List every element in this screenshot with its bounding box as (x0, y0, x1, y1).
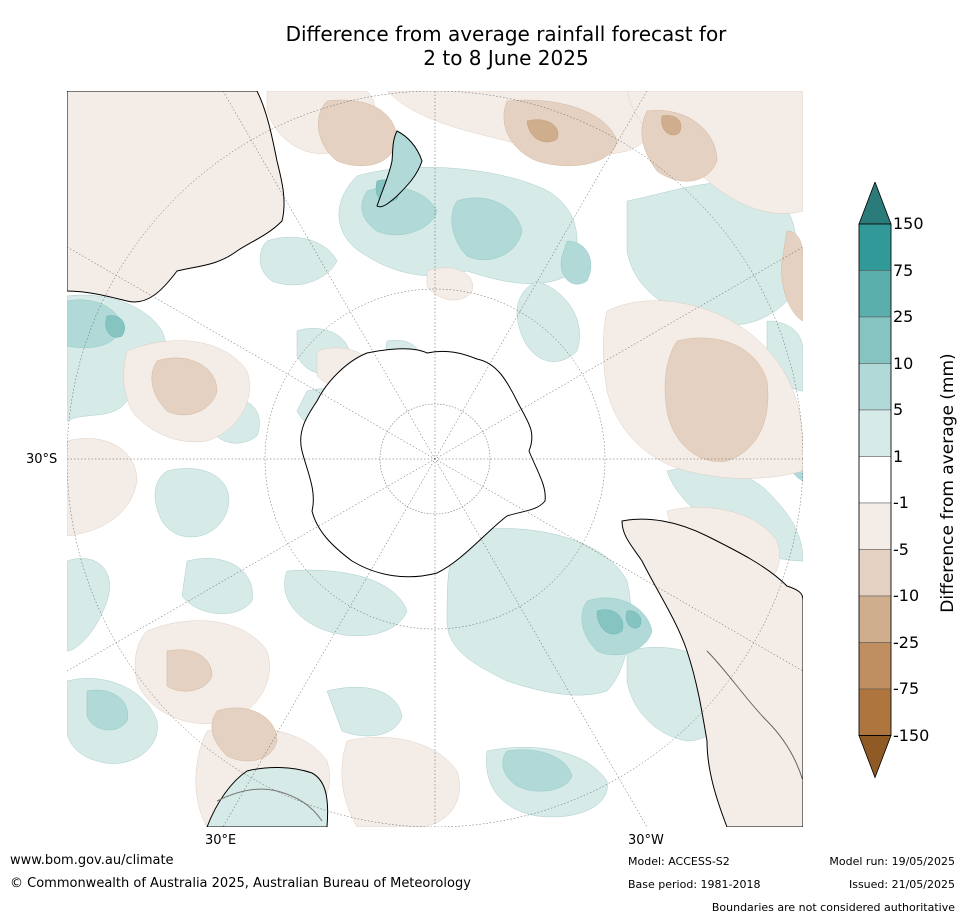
colorbar (858, 180, 892, 786)
antarctica-coastline (300, 348, 546, 578)
colorbar-tick-label: -1 (893, 493, 909, 512)
colorbar-extend-top (858, 180, 892, 225)
map-title: Difference from average rainfall forecas… (0, 22, 965, 70)
colorbar-tick-label: 5 (893, 400, 904, 419)
colorbar-tick-label: -75 (893, 679, 920, 698)
graticule (67, 91, 803, 827)
colorbar-segment (858, 223, 892, 271)
colorbar-tick-label: 150 (893, 214, 924, 233)
lon-label-30e: 30°E (205, 833, 237, 848)
colorbar-segment (858, 688, 892, 736)
colorbar-tick-label: 10 (893, 353, 914, 373)
colorbar-segment (858, 456, 892, 504)
colorbar-segment (858, 502, 892, 550)
new-zealand-coastline (376, 130, 423, 208)
colorbar-segment (858, 642, 892, 690)
title-line-2: 2 to 8 June 2025 (423, 46, 589, 70)
colorbar-tick-label: -25 (893, 632, 920, 652)
colorbar-segment (858, 549, 892, 597)
issued-text: Issued: 21/05/2025 (848, 878, 955, 891)
south-america-coastline (621, 518, 803, 827)
colorbar-tick-label: -5 (893, 539, 909, 559)
copyright-text: © Commonwealth of Australia 2025, Austra… (10, 876, 471, 891)
polar-map (67, 91, 803, 827)
colorbar-tick-label: -150 (893, 725, 930, 745)
colorbar-tick-label: 1 (893, 446, 904, 466)
drier-stronger (151, 99, 803, 762)
colorbar-tick-label: 75 (893, 260, 914, 280)
base-period-text: Base period: 1981-2018 (628, 878, 761, 891)
africa-border (216, 788, 323, 822)
colorbar-segment (858, 363, 892, 411)
colorbar-extend-bottom (858, 735, 892, 779)
drier-strongest (526, 115, 682, 143)
model-run-text: Model run: 19/05/2025 (829, 855, 955, 868)
disclaimer-text: Boundaries are not considered authoritat… (711, 901, 955, 914)
colorbar-segment (858, 316, 892, 364)
colorbar-tick-label: -10 (893, 586, 920, 605)
title-line-1: Difference from average rainfall forecas… (285, 22, 727, 46)
africa-coastline (206, 766, 329, 827)
colorbar-segment (858, 409, 892, 457)
model-text: Model: ACCESS-S2 (628, 855, 730, 868)
lat-label-30s: 30°S (26, 452, 58, 467)
australia-coastline (67, 91, 285, 303)
colorbar-segment (858, 270, 892, 318)
colorbar-segment (858, 595, 892, 643)
colorbar-tick-label: 25 (893, 307, 914, 326)
lon-label-30w: 30°W (628, 833, 664, 848)
colorbar-title: Difference from average (mm) (938, 353, 958, 613)
south-america-inner (706, 650, 803, 782)
website-link[interactable]: www.bom.gov.au/climate (10, 853, 174, 868)
